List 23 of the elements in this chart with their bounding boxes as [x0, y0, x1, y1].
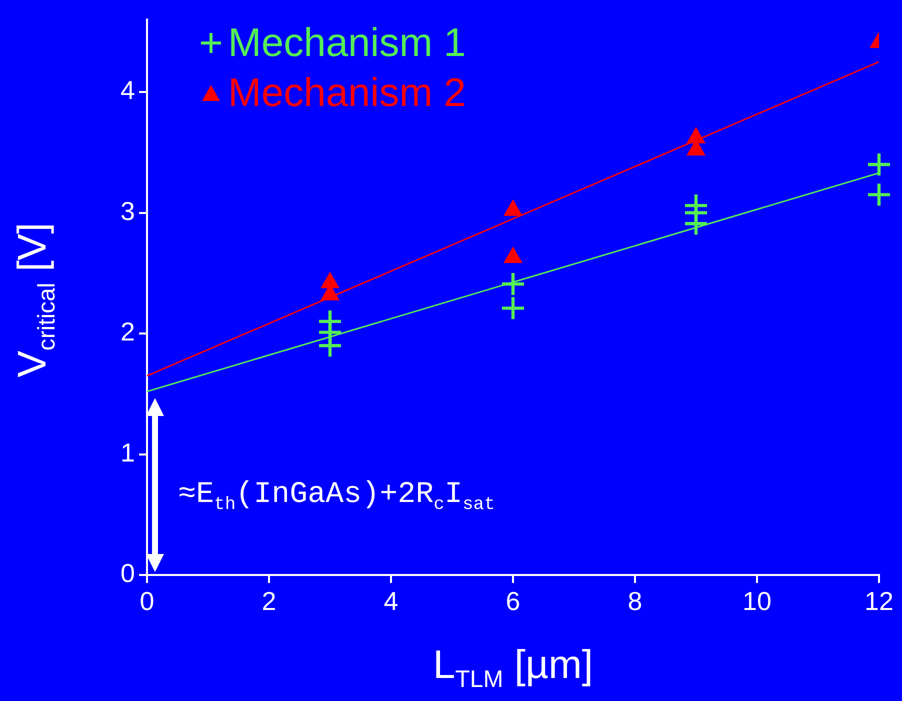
x-tick-label: 6 — [506, 586, 520, 616]
y-tick-label: 4 — [120, 75, 135, 106]
legend-label: Mechanism 1 — [228, 20, 466, 67]
point — [685, 212, 707, 235]
x-tick-label: 10 — [742, 586, 772, 616]
point — [502, 273, 524, 296]
x-tick-label: 4 — [384, 586, 398, 616]
x-axis-title: L$_{TLM}$ [µm] — [432, 642, 594, 695]
point — [686, 127, 706, 144]
y-tick-label: 1 — [120, 437, 135, 468]
point — [868, 184, 890, 206]
x-tick-label: 0 — [140, 586, 154, 616]
point — [319, 334, 341, 357]
point — [868, 153, 890, 176]
annotation: ≈E$_{th}$(InGaAs)+2R$_{c}$I$_{sat}$ — [178, 478, 495, 515]
y-tick-label: 3 — [120, 196, 135, 226]
x-tick-label: 2 — [262, 586, 276, 616]
x-tick-label: 12 — [864, 586, 894, 616]
y-tick-label: 2 — [120, 316, 135, 347]
legend-label: Mechanism 2 — [228, 70, 466, 117]
point — [502, 297, 524, 320]
y-tick-label: 0 — [120, 558, 135, 588]
x-tick-label: 8 — [628, 586, 642, 616]
